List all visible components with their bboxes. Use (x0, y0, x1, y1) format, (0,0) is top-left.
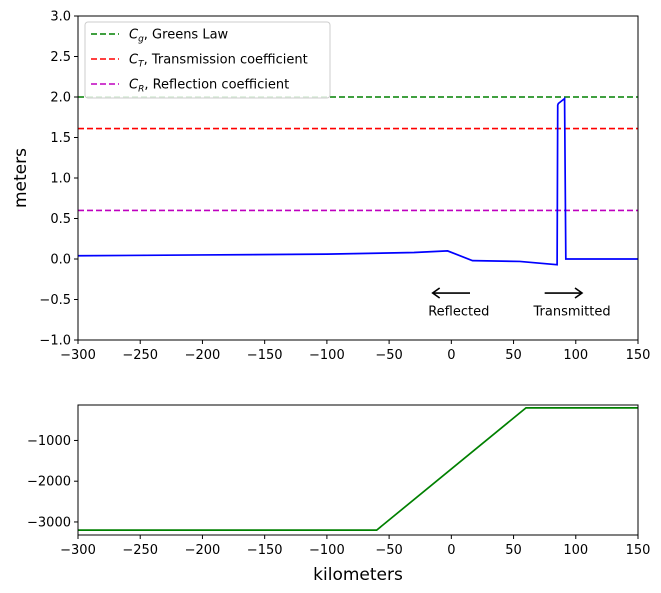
bottom-plot-area (78, 407, 638, 531)
legend-entry-subscript: R (138, 85, 144, 95)
y-tick-label: 0.0 (50, 253, 71, 268)
legend-entry-label: Cg, Greens Law (129, 28, 229, 45)
axes-frame (77, 404, 639, 536)
annotation-label: Reflected (428, 304, 489, 319)
y-tick-label: 2.0 (50, 91, 71, 106)
x-tick-label: −50 (375, 348, 402, 363)
x-tick-label: −100 (309, 543, 345, 558)
legend-entry-text: , Reflection coefficient (144, 78, 289, 93)
y-tick-label: 1.5 (50, 131, 71, 146)
x-tick-label: 150 (626, 543, 651, 558)
annotation-arrowhead-left (431, 287, 441, 299)
x-tick-label: −200 (185, 348, 221, 363)
x-tick-label: −250 (122, 543, 158, 558)
x-tick-label: −150 (247, 348, 283, 363)
x-tick-label: −150 (247, 543, 283, 558)
x-tick-label: 100 (563, 348, 588, 363)
x-tick-label: 0 (447, 348, 455, 363)
y-tick-label: 0.5 (50, 212, 71, 227)
legend-entry-text: , Greens Law (144, 28, 229, 43)
top-chart-panel: −300 −250 −200 −150 −100 −50 0 50 100 150 −1.0 −0.5… (11, 10, 650, 364)
y-tick-label: −1.0 (39, 334, 71, 349)
legend-entry-label: CT, Transmission coefficient (129, 53, 308, 70)
y-tick-label: 1.0 (50, 172, 71, 187)
legend-entry-subscript: T (138, 60, 145, 70)
legend-entry-subscript: g (138, 35, 144, 45)
legend-entry-symbol: C (129, 53, 139, 68)
y-tick-label: −0.5 (39, 293, 71, 308)
x-tick-label: 150 (626, 348, 651, 363)
x-tick-label: −300 (60, 348, 96, 363)
x-tick-label: −100 (309, 348, 345, 363)
y-tick-label: 3.0 (50, 10, 71, 25)
y-tick-label: 2.5 (50, 50, 71, 65)
x-tick-label: 50 (505, 348, 522, 363)
y-axis-label: meters (11, 148, 31, 208)
bathymetry-line (78, 407, 638, 531)
annotation-label: Transmitted (533, 304, 611, 319)
wave-profile-line (78, 96, 638, 266)
x-tick-label: −300 (60, 543, 96, 558)
legend-entry-label: CR, Reflection coefficient (129, 78, 289, 95)
x-tick-label: −250 (122, 348, 158, 363)
legend-entry-symbol: C (129, 28, 139, 43)
top-plot-area (78, 96, 638, 266)
x-tick-label: 50 (505, 543, 522, 558)
bottom-chart-panel: −300 −250 −200 −150 −100 −50 0 50 100 150 −3000 −20… (27, 404, 651, 585)
legend-entry-text: , Transmission coefficient (144, 53, 308, 68)
x-tick-label: 100 (563, 543, 588, 558)
annotation-arrowhead-right (574, 287, 584, 299)
legend-box (84, 21, 331, 99)
x-tick-label: 0 (447, 543, 455, 558)
y-tick-label: −1000 (27, 434, 71, 449)
legend-entry-symbol: C (129, 78, 139, 93)
x-tick-label: −50 (375, 543, 402, 558)
y-tick-label: −2000 (27, 475, 71, 490)
x-axis-label: kilometers (313, 565, 403, 585)
x-tick-label: −200 (185, 543, 221, 558)
y-tick-label: −3000 (27, 515, 71, 530)
